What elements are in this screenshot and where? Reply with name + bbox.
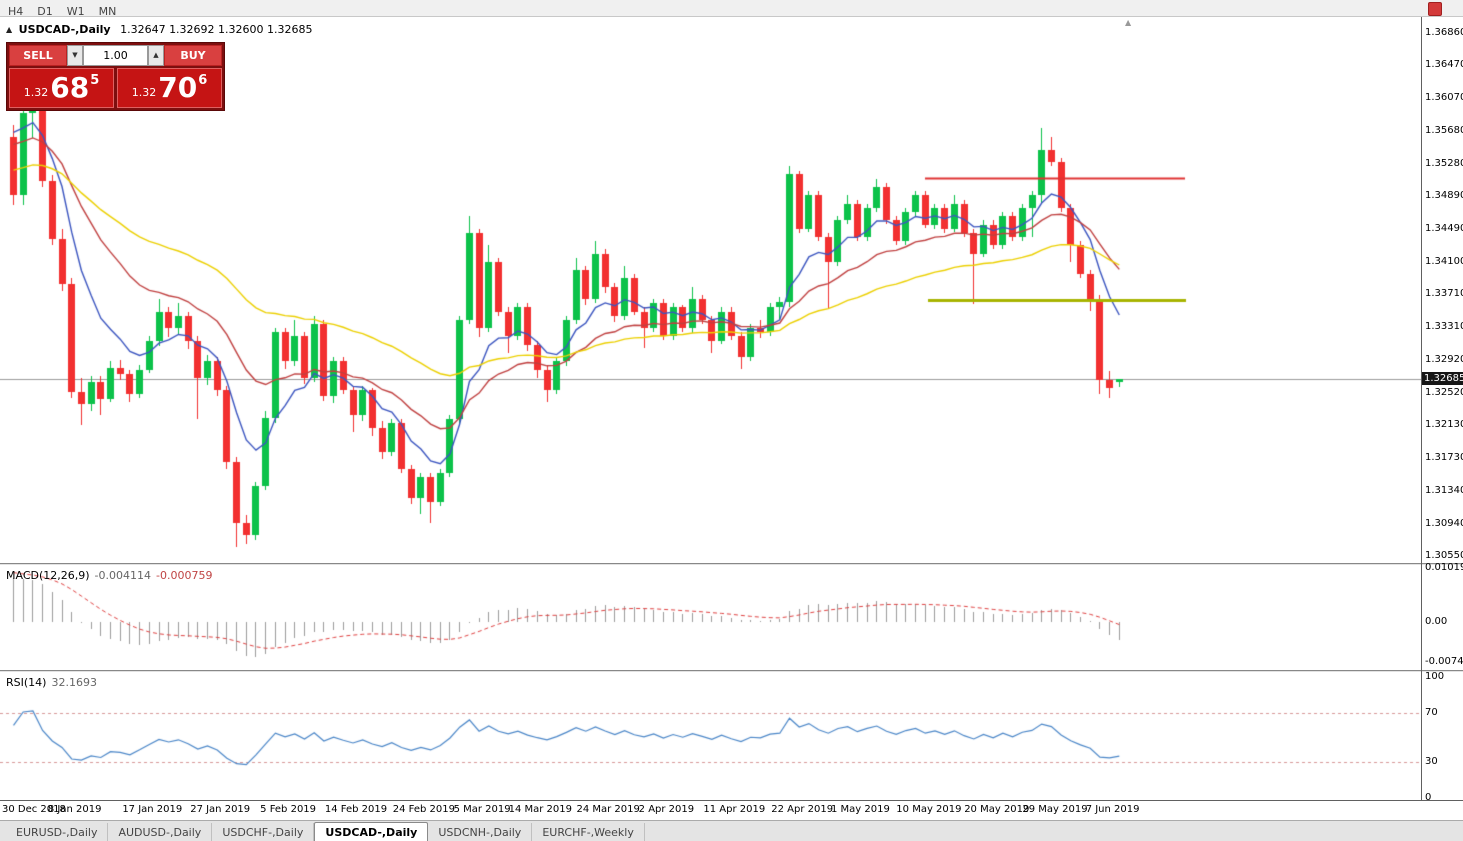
buy-price-display[interactable]: 1.32 70 6 — [117, 68, 222, 108]
price-axis-label: 1.31730 — [1425, 452, 1463, 464]
volume-decrease-button[interactable]: ▼ — [67, 45, 83, 66]
buy-price-prefix: 1.32 — [131, 85, 157, 99]
macd-panel-canvas[interactable] — [0, 566, 1421, 670]
price-axis-label: 1.35680 — [1425, 124, 1463, 136]
volume-input[interactable] — [83, 45, 148, 66]
time-axis-label: 1 May 2019 — [830, 804, 890, 815]
macd-name: MACD(12,26,9) — [6, 569, 90, 582]
sell-price-pip: 5 — [90, 72, 100, 88]
price-axis-label: 1.34100 — [1425, 255, 1463, 267]
price-axis-label: 1.34490 — [1425, 223, 1463, 235]
sell-price-big: 68 — [50, 71, 90, 104]
macd-axis-label: 0.010199 — [1425, 562, 1463, 574]
chart-tabs: EURUSD-,Daily AUDUSD-,Daily USDCHF-,Daily U… — [0, 820, 1463, 841]
panel-toggle-icon[interactable]: ▲ — [6, 25, 13, 34]
buy-price-big: 70 — [158, 71, 198, 104]
tab-usdcnh-daily[interactable]: USDCNH-,Daily — [428, 823, 533, 841]
time-axis-label: 11 Apr 2019 — [703, 804, 766, 815]
macd-indicator-label: MACD(12,26,9) -0.004114 -0.000759 — [6, 569, 212, 582]
time-axis-label: 10 May 2019 — [896, 804, 962, 815]
period-button-mn[interactable]: MN — [98, 5, 117, 18]
price-axis-label: 1.36470 — [1425, 59, 1463, 71]
price-axis-label: 1.31340 — [1425, 484, 1463, 496]
price-axis-label: 1.34890 — [1425, 190, 1463, 202]
rsi-name: RSI(14) — [6, 676, 47, 689]
time-axis-label: 22 Apr 2019 — [771, 804, 834, 815]
time-axis: 30 Dec 2018 8 Jan 2019 17 Jan 2019 27 Jan 2… — [0, 800, 1463, 820]
price-axis-label: 1.33710 — [1425, 288, 1463, 300]
time-axis-label: 20 May 2019 — [964, 804, 1030, 815]
time-axis-label: 8 Jan 2019 — [47, 804, 102, 815]
macd-axis-label: -0.0074760 — [1425, 655, 1463, 667]
current-price-badge: 1.32685 — [1422, 372, 1463, 386]
time-axis-label: 5 Feb 2019 — [260, 804, 317, 815]
chart-symbol-period: USDCAD-,Daily — [18, 23, 111, 36]
rsi-axis-label: 0 — [1425, 792, 1432, 803]
time-axis-label: 14 Feb 2019 — [324, 804, 388, 815]
rsi-indicator-label: RSI(14) 32.1693 — [6, 676, 97, 689]
time-axis-label: 27 Jan 2019 — [190, 804, 251, 815]
tab-usdcad-daily[interactable]: USDCAD-,Daily — [314, 822, 429, 841]
macd-value: -0.004114 — [94, 569, 152, 582]
main-chart-canvas[interactable] — [0, 17, 1421, 563]
time-axis-label: 14 Mar 2019 — [508, 804, 572, 815]
time-axis-label: 30 Dec 2018 — [2, 804, 66, 815]
period-button-w1[interactable]: W1 — [66, 5, 85, 18]
period-toolbar: H4 D1 W1 MN — [0, 0, 1463, 18]
price-axis-label: 1.36860 — [1425, 27, 1463, 38]
macd-signal-value: -0.000759 — [156, 569, 213, 582]
price-axis-label: 1.33310 — [1425, 321, 1463, 333]
chart-shift-marker-icon[interactable]: ▲ — [1125, 18, 1132, 27]
price-axis-label: 1.30550 — [1425, 550, 1463, 562]
rsi-axis-label: 70 — [1425, 707, 1438, 719]
time-axis-label: 2 Apr 2019 — [638, 804, 695, 815]
rsi-panel-canvas[interactable] — [0, 673, 1421, 800]
buy-button[interactable]: BUY — [164, 45, 222, 66]
price-axis-label: 1.36070 — [1425, 92, 1463, 104]
period-button-h4[interactable]: H4 — [8, 5, 24, 18]
rsi-value: 32.1693 — [51, 676, 97, 689]
macd-axis-label: 0.00 — [1425, 615, 1448, 627]
chart-title: ▲ USDCAD-,Daily 1.32647 1.32692 1.32600 … — [6, 23, 313, 36]
sell-price-prefix: 1.32 — [23, 85, 49, 99]
tab-audusd-daily[interactable]: AUDUSD-,Daily — [108, 823, 213, 841]
period-button-d1[interactable]: D1 — [37, 5, 53, 18]
tab-usdchf-daily[interactable]: USDCHF-,Daily — [212, 823, 315, 841]
sell-price-display[interactable]: 1.32 68 5 — [9, 68, 114, 108]
volume-increase-button[interactable]: ▲ — [148, 45, 164, 66]
panel-separator[interactable] — [0, 563, 1463, 566]
tab-eurchf-weekly[interactable]: EURCHF-,Weekly — [532, 823, 645, 841]
buy-price-pip: 6 — [198, 72, 208, 88]
time-axis-label: 29 May 2019 — [1022, 804, 1088, 815]
one-click-trading-panel: SELL ▼ ▲ BUY 1.32 68 5 1.32 70 6 — [6, 42, 225, 111]
price-axis-label: 1.32920 — [1425, 353, 1463, 365]
price-axis-label: 1.30940 — [1425, 517, 1463, 529]
panel-separator[interactable] — [0, 670, 1463, 673]
sell-button[interactable]: SELL — [9, 45, 67, 66]
time-axis-label: 7 Jun 2019 — [1085, 804, 1140, 815]
time-axis-label: 24 Feb 2019 — [392, 804, 456, 815]
price-axis-border — [1421, 17, 1422, 800]
chart-ohlc-values: 1.32647 1.32692 1.32600 1.32685 — [120, 23, 313, 36]
time-axis-label: 24 Mar 2019 — [576, 804, 640, 815]
rsi-axis-label: 100 — [1425, 671, 1445, 682]
tab-eurusd-daily[interactable]: EURUSD-,Daily — [6, 823, 109, 841]
time-axis-label: 17 Jan 2019 — [122, 804, 183, 815]
price-axis-label: 1.35280 — [1425, 157, 1463, 169]
rsi-axis-label: 30 — [1425, 755, 1438, 767]
price-axis-label: 1.32130 — [1425, 419, 1463, 431]
price-axis-label: 1.32520 — [1425, 386, 1463, 398]
toolbar-red-icon[interactable] — [1428, 2, 1442, 16]
time-axis-label: 5 Mar 2019 — [453, 804, 511, 815]
